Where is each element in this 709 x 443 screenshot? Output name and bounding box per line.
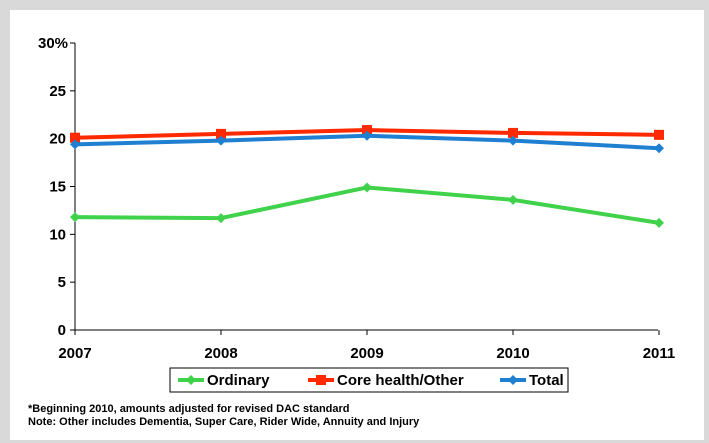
chart-panel: 0 5 10 15 20 25 30% 2007 2008 2009 2010 2011 Ordin… — [10, 10, 704, 440]
legend-label: Ordinary — [207, 372, 270, 389]
y-tick-label: 0 — [58, 322, 66, 339]
x-tick-label: 2009 — [350, 345, 383, 362]
legend-item: Ordinary — [178, 372, 270, 389]
y-tick-label: 5 — [58, 274, 66, 291]
x-tick-label: 2007 — [58, 345, 91, 362]
x-tick-label: 2011 — [643, 345, 676, 362]
data-point — [70, 212, 80, 223]
legend-swatch-marker — [316, 375, 326, 385]
data-point — [508, 127, 518, 138]
data-point — [654, 143, 664, 154]
data-point — [654, 217, 664, 228]
legend-label: Total — [529, 372, 564, 389]
legend-swatch-marker — [508, 375, 518, 385]
line-chart: 0 5 10 15 20 25 30% 2007 2008 2009 2010 2011 Ordin… — [38, 35, 675, 393]
series-core-health-other — [70, 125, 664, 143]
y-tick-label: 30% — [38, 35, 68, 52]
data-point — [216, 135, 226, 146]
data-point — [362, 130, 372, 141]
data-point — [70, 139, 80, 150]
data-point — [362, 182, 372, 193]
x-tick-label: 2010 — [496, 345, 529, 362]
data-point — [654, 129, 664, 140]
legend-label: Core health/Other — [337, 372, 464, 389]
data-point — [508, 135, 518, 146]
data-point — [216, 213, 226, 224]
legend-item: Total — [500, 372, 564, 389]
series-layer — [70, 125, 664, 228]
x-tick-label: 2008 — [204, 345, 237, 362]
legend-swatch-marker — [186, 375, 196, 385]
legend-box — [169, 367, 569, 393]
data-point — [362, 125, 372, 136]
series-line — [74, 185, 660, 225]
y-tick-label: 20 — [49, 131, 66, 148]
legend: Ordinary Core health/Other Total — [169, 367, 569, 393]
series-total — [70, 130, 664, 154]
legend-item: Core health/Other — [308, 372, 464, 389]
data-point — [508, 194, 518, 205]
footnote-dac: *Beginning 2010, amounts adjusted for re… — [28, 403, 350, 415]
y-tick-label: 10 — [49, 226, 66, 243]
y-tick-label: 25 — [49, 83, 66, 100]
data-point — [70, 132, 80, 143]
footnote-other: Note: Other includes Dementia, Super Car… — [28, 416, 420, 428]
x-axis-ticks: 2007 2008 2009 2010 2011 — [58, 330, 675, 362]
y-axis-ticks: 0 5 10 15 20 25 30% — [38, 35, 75, 339]
series-ordinary — [70, 182, 664, 228]
footnotes: *Beginning 2010, amounts adjusted for re… — [28, 403, 688, 429]
y-tick-label: 15 — [49, 179, 66, 196]
data-point — [216, 128, 226, 139]
